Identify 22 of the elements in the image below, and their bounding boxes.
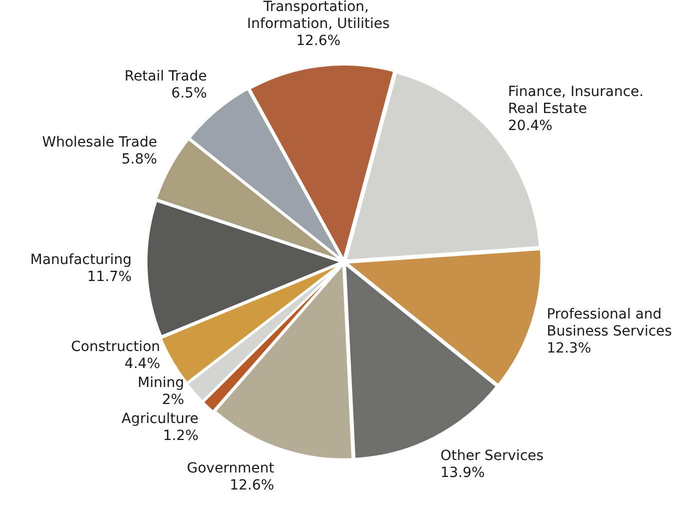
data-label: 13.9% xyxy=(440,465,485,482)
data-label: 4.4% xyxy=(124,356,160,372)
data-label: 12.3% xyxy=(546,340,592,356)
data-label: 6.5% xyxy=(171,85,207,102)
data-label: 20.4% xyxy=(508,118,552,134)
slice-label: Wholesale Trade xyxy=(42,134,158,150)
data-label: 1.2% xyxy=(162,428,199,444)
data-label: 12.6% xyxy=(230,477,274,494)
slice-label: Mining xyxy=(138,374,184,391)
slice-label: Finance, Insurance. Real Estate xyxy=(508,84,644,117)
slice-label: Professional and Business Services xyxy=(546,306,672,340)
slice-label: Retail Trade xyxy=(124,68,207,84)
data-label: 12.6% xyxy=(296,32,341,49)
slice-label: Transportation, Information, Utilities xyxy=(247,0,390,32)
data-label: 5.8% xyxy=(122,151,158,168)
slice-label: Manufacturing xyxy=(30,252,132,268)
slice-label: Construction xyxy=(70,338,160,355)
data-label: 2% xyxy=(162,392,184,408)
slice-label: Other Services xyxy=(440,448,544,464)
slice-label: Government xyxy=(186,460,275,476)
data-label: 11.7% xyxy=(87,268,132,285)
slice-label: Agriculture xyxy=(122,410,199,427)
